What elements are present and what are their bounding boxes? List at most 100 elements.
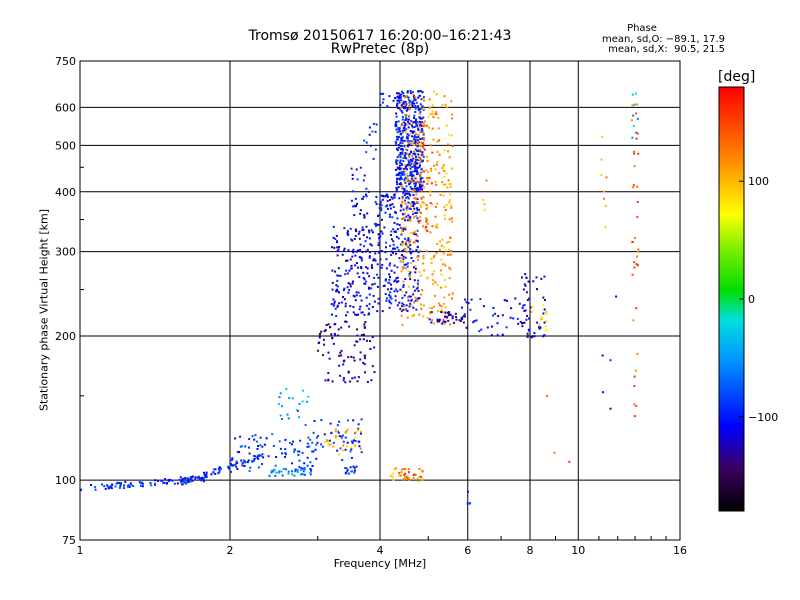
data-point bbox=[336, 285, 339, 288]
data-point bbox=[212, 471, 215, 474]
data-point bbox=[361, 229, 364, 232]
data-point bbox=[406, 153, 409, 156]
data-point bbox=[422, 143, 425, 146]
data-point bbox=[604, 205, 607, 207]
y-tick-label: 200 bbox=[55, 330, 76, 343]
data-point bbox=[260, 454, 263, 457]
data-point bbox=[539, 326, 542, 329]
data-point bbox=[438, 139, 441, 142]
data-point bbox=[414, 189, 416, 192]
data-point bbox=[340, 435, 343, 438]
data-point bbox=[405, 145, 407, 148]
data-point bbox=[401, 136, 404, 139]
data-point bbox=[452, 321, 455, 324]
data-point bbox=[422, 225, 425, 228]
data-point bbox=[351, 280, 354, 283]
data-point bbox=[189, 479, 192, 481]
data-point bbox=[421, 142, 424, 144]
data-point bbox=[404, 113, 407, 116]
data-point bbox=[615, 295, 618, 298]
data-point bbox=[233, 464, 236, 467]
data-point bbox=[231, 458, 234, 461]
data-point bbox=[412, 152, 415, 155]
data-point bbox=[437, 117, 440, 120]
data-point bbox=[635, 137, 638, 140]
data-point bbox=[413, 142, 416, 145]
data-point bbox=[397, 127, 400, 130]
data-point bbox=[363, 325, 366, 328]
data-point bbox=[364, 371, 366, 374]
data-point bbox=[414, 118, 417, 121]
data-point bbox=[334, 334, 337, 337]
data-point bbox=[443, 263, 446, 266]
data-point bbox=[371, 283, 374, 286]
data-point bbox=[405, 179, 408, 182]
data-point bbox=[523, 283, 526, 286]
data-point bbox=[401, 218, 403, 220]
data-point bbox=[434, 225, 437, 228]
data-point bbox=[403, 102, 405, 105]
data-point bbox=[419, 183, 421, 186]
data-point bbox=[244, 461, 247, 464]
data-point bbox=[389, 276, 391, 278]
data-point bbox=[442, 252, 445, 255]
data-point bbox=[356, 272, 359, 275]
data-point bbox=[370, 266, 373, 269]
data-point bbox=[415, 188, 418, 191]
data-point bbox=[600, 158, 603, 161]
data-point bbox=[286, 413, 289, 416]
data-point bbox=[404, 278, 407, 280]
data-point bbox=[378, 203, 381, 206]
data-point bbox=[396, 173, 399, 176]
data-point bbox=[365, 151, 368, 154]
data-point bbox=[343, 298, 346, 301]
data-point bbox=[403, 305, 406, 308]
data-point bbox=[443, 206, 446, 209]
data-point bbox=[249, 466, 252, 469]
data-point bbox=[527, 328, 530, 331]
data-point bbox=[138, 481, 141, 484]
data-point bbox=[194, 476, 197, 479]
data-point bbox=[401, 122, 404, 125]
data-point bbox=[178, 478, 181, 481]
data-point bbox=[428, 126, 431, 129]
x-tick-label: 10 bbox=[571, 544, 585, 557]
data-point bbox=[437, 310, 440, 313]
data-point bbox=[396, 104, 399, 107]
data-point bbox=[446, 311, 449, 314]
data-point bbox=[291, 462, 294, 465]
data-point bbox=[381, 232, 384, 235]
data-point bbox=[416, 124, 419, 126]
data-point bbox=[150, 484, 153, 487]
data-point bbox=[336, 240, 338, 243]
data-point bbox=[446, 241, 449, 244]
data-point bbox=[422, 96, 425, 99]
data-point bbox=[410, 171, 413, 174]
data-point bbox=[394, 279, 397, 282]
data-point bbox=[329, 326, 332, 328]
y-tick-label: 750 bbox=[55, 55, 76, 68]
data-point bbox=[377, 215, 379, 217]
data-point bbox=[509, 316, 512, 319]
data-point bbox=[404, 103, 407, 106]
data-point bbox=[413, 116, 415, 119]
data-point bbox=[355, 340, 358, 343]
data-point bbox=[404, 181, 407, 184]
data-point bbox=[449, 193, 451, 196]
data-point bbox=[431, 151, 434, 154]
data-point bbox=[366, 248, 369, 251]
data-point bbox=[428, 98, 431, 101]
data-point bbox=[543, 308, 546, 311]
data-point bbox=[368, 231, 371, 234]
data-point bbox=[426, 206, 429, 209]
data-point bbox=[416, 207, 419, 210]
colorbar-tick-label: 100 bbox=[748, 175, 769, 188]
data-point bbox=[418, 313, 421, 316]
data-point bbox=[127, 484, 130, 487]
data-point bbox=[324, 441, 326, 444]
data-point bbox=[372, 294, 375, 297]
data-point bbox=[353, 359, 356, 362]
data-point bbox=[447, 150, 449, 153]
data-point bbox=[423, 124, 426, 127]
data-point bbox=[356, 178, 359, 181]
